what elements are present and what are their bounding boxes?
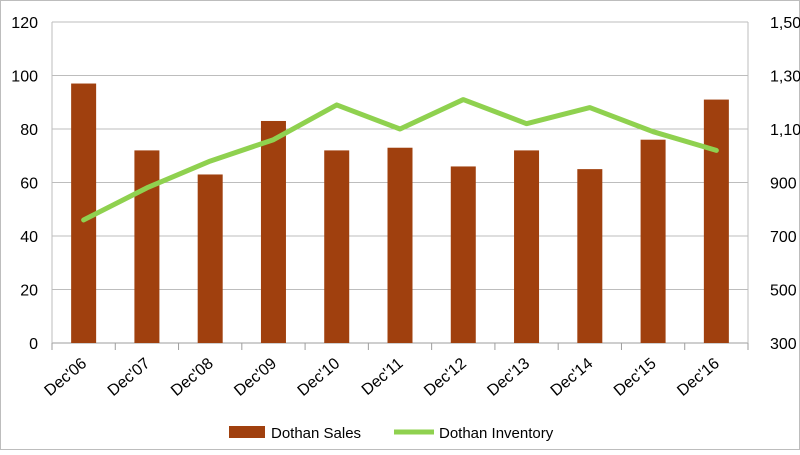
bar [324, 150, 350, 343]
line-series [81, 97, 719, 223]
legend: Dothan Sales Dothan Inventory [229, 425, 554, 442]
y-right-tick-label: 700 [770, 229, 797, 246]
bar [577, 169, 603, 343]
bar [640, 139, 666, 343]
legend-label-sales: Dothan Sales [271, 425, 361, 442]
y-left-tick-label: 0 [29, 336, 38, 353]
y-left-tick-label: 60 [20, 176, 38, 193]
y-left-tick-label: 40 [20, 229, 38, 246]
y-right-tick-label: 500 [770, 283, 797, 300]
y-left-tick-label: 80 [20, 122, 38, 139]
bar [703, 99, 729, 343]
y-left-tick-label: 100 [11, 69, 38, 86]
line-inventory [81, 97, 719, 223]
legend-swatch-sales [229, 426, 265, 438]
bar [514, 150, 540, 343]
y-right-tick-label: 900 [770, 176, 797, 193]
y-right-tick-label: 1,300 [770, 69, 800, 86]
y-right-tick-label: 300 [770, 336, 797, 353]
bar [450, 166, 476, 343]
y-right-tick-label: 1,500 [770, 15, 800, 32]
gridlines [51, 21, 749, 350]
legend-label-inventory: Dothan Inventory [439, 425, 554, 442]
y-left-tick-label: 20 [20, 283, 38, 300]
bar [134, 150, 160, 343]
bar [197, 174, 223, 343]
bar [260, 120, 286, 343]
bar [387, 147, 413, 343]
y-left-tick-label: 120 [11, 15, 38, 32]
y-right-tick-label: 1,100 [770, 122, 800, 139]
